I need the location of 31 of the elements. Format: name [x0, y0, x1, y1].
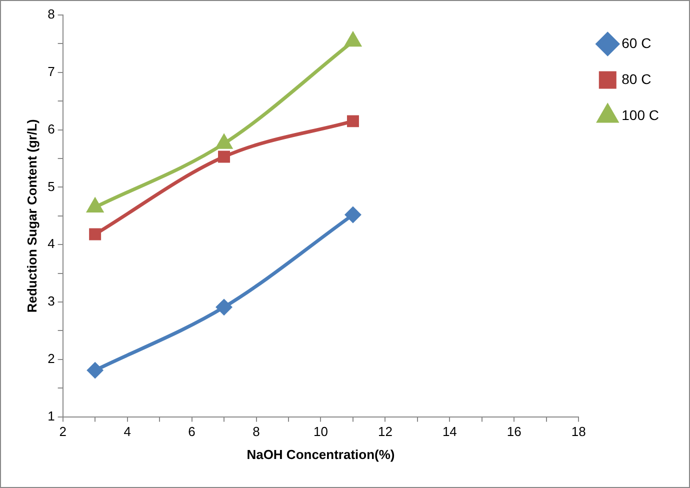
- point: [218, 150, 230, 163]
- y-tick-label: 4: [48, 236, 55, 252]
- point: [345, 207, 361, 222]
- point: [87, 198, 103, 213]
- x-tick-label: 14: [442, 424, 457, 440]
- point: [87, 362, 103, 378]
- x-tick-label: 18: [571, 424, 586, 440]
- point: [346, 115, 359, 128]
- x-tick-label: 12: [378, 424, 392, 440]
- point: [216, 299, 232, 315]
- y-tick-label: 3: [48, 294, 55, 309]
- legend-label: 60 C: [622, 34, 652, 51]
- y-tick-label: 2: [48, 350, 55, 366]
- y-tick-label: 5: [48, 178, 55, 194]
- x-axis-title: NaOH Concentration(%): [246, 446, 395, 462]
- point: [89, 228, 102, 240]
- y-tick-label: 7: [48, 64, 55, 79]
- y-axis-title: Reduction Sugar Content (gr/L): [24, 119, 40, 313]
- x-tick-label: 10: [314, 424, 328, 440]
- point: [216, 134, 232, 149]
- x-tick-label: 16: [506, 424, 522, 440]
- y-tick-label: 1: [48, 408, 55, 424]
- y-tick-label: 6: [48, 121, 55, 136]
- point: [345, 32, 361, 47]
- x-tick-label: 8: [252, 424, 260, 440]
- legend-label: 80 C: [622, 70, 652, 87]
- y-tick-label: 8: [48, 6, 55, 22]
- legend-label: 100 C: [622, 106, 659, 123]
- x-tick-label: 6: [188, 424, 196, 440]
- x-tick-label: 2: [59, 424, 66, 440]
- x-tick-label: 4: [124, 424, 131, 440]
